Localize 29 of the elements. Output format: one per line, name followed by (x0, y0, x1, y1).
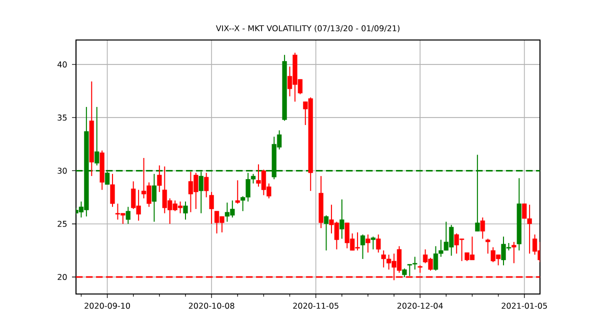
x-tick-label: 2020-12-04 (397, 302, 443, 309)
y-tick-label: 20 (58, 274, 67, 280)
candlestick (370, 236, 376, 250)
y-tick-label: 35 (58, 114, 67, 121)
candlestick (183, 201, 188, 220)
candlestick (480, 216, 485, 240)
chart-title: VIX--X - MKT VOLATILITY (07/13/20 - 01/09/21) (216, 25, 400, 32)
candlestick (324, 214, 329, 251)
y-tick-label: 25 (58, 220, 67, 227)
candlestick (235, 180, 240, 204)
candlestick (204, 172, 209, 198)
candlestick (486, 238, 490, 254)
x-tick-label: 2020-10-08 (188, 302, 234, 309)
candlestick (209, 191, 214, 224)
candlestick (157, 164, 162, 192)
candlestick (126, 206, 130, 224)
y-tick-label: 30 (58, 168, 67, 174)
x-tick-label: 2020-09-10 (84, 302, 130, 309)
candlestick (94, 106, 100, 166)
candlestick (152, 173, 157, 222)
candlestick (360, 234, 366, 260)
candlestick (110, 173, 115, 208)
candlestick (340, 198, 344, 240)
y-tick-label: 40 (58, 61, 67, 68)
candlestick (512, 241, 516, 264)
candlestick (366, 234, 370, 254)
x-tick-label: 2020-11-05 (293, 302, 338, 309)
x-tick-label: 2021-01-05 (502, 302, 547, 309)
candlestick (376, 234, 381, 254)
